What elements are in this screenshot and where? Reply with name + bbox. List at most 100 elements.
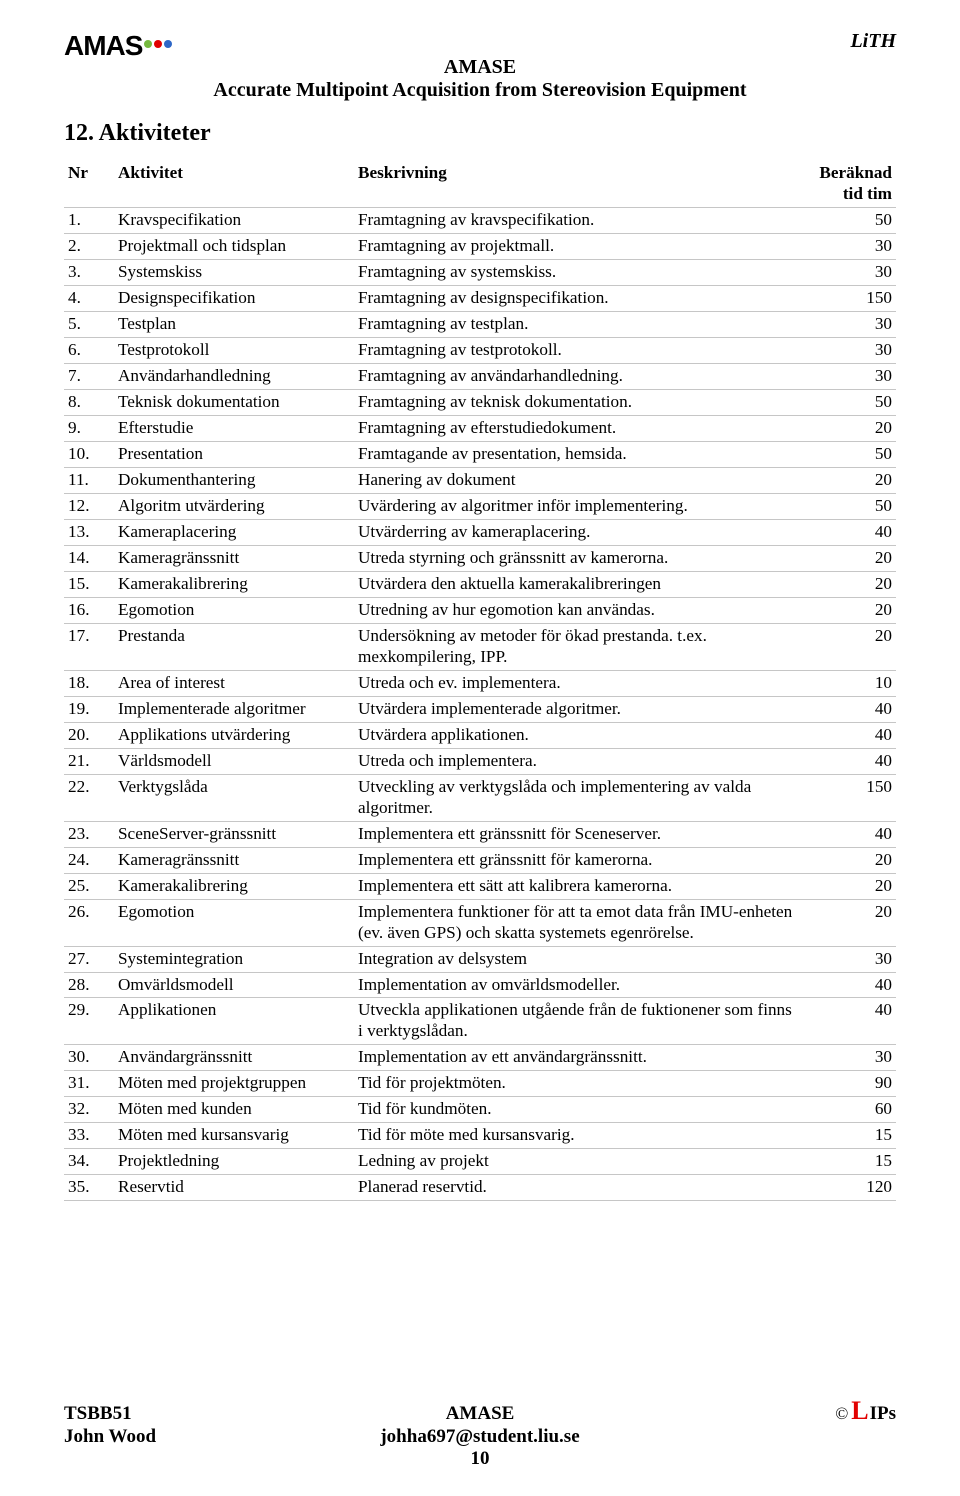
cell-activity: Egomotion — [114, 899, 354, 946]
cell-nr: 13. — [64, 519, 114, 545]
cell-activity: Implementerade algoritmer — [114, 696, 354, 722]
table-row: 27.SystemintegrationIntegration av delsy… — [64, 946, 896, 972]
lith-label: LiTH — [850, 30, 896, 53]
cell-time: 60 — [798, 1097, 896, 1123]
cell-activity: Kamerakalibrering — [114, 873, 354, 899]
cell-nr: 35. — [64, 1175, 114, 1201]
table-row: 18.Area of interestUtreda och ev. implem… — [64, 670, 896, 696]
cell-description: Framtagning av användarhandledning. — [354, 363, 798, 389]
cell-description: Utreda och implementera. — [354, 748, 798, 774]
cell-description: Framtagande av presentation, hemsida. — [354, 441, 798, 467]
cell-activity: Kameragränssnitt — [114, 847, 354, 873]
cell-description: Implementera ett sätt att kalibrera kame… — [354, 873, 798, 899]
section-heading: 12. Aktiviteter — [64, 120, 896, 147]
cell-time: 20 — [798, 873, 896, 899]
cell-activity: Omvärldsmodell — [114, 972, 354, 998]
table-row: 8.Teknisk dokumentationFramtagning av te… — [64, 389, 896, 415]
cell-description: Undersökning av metoder för ökad prestan… — [354, 623, 798, 670]
cell-nr: 6. — [64, 337, 114, 363]
cell-activity: Världsmodell — [114, 748, 354, 774]
cell-time: 50 — [798, 493, 896, 519]
cell-description: Ledning av projekt — [354, 1149, 798, 1175]
table-row: 26.EgomotionImplementera funktioner för … — [64, 899, 896, 946]
cell-time: 150 — [798, 774, 896, 821]
cell-activity: Kameragränssnitt — [114, 545, 354, 571]
cell-activity: Teknisk dokumentation — [114, 389, 354, 415]
cell-activity: Dokumenthantering — [114, 467, 354, 493]
page-number: 10 — [64, 1448, 896, 1470]
table-row: 11.DokumenthanteringHanering av dokument… — [64, 467, 896, 493]
table-row: 14.KameragränssnittUtreda styrning och g… — [64, 545, 896, 571]
cell-activity: Projektledning — [114, 1149, 354, 1175]
cell-nr: 7. — [64, 363, 114, 389]
cell-description: Utreda och ev. implementera. — [354, 670, 798, 696]
footer-row-1: TSBB51 AMASE © L IPs — [64, 1396, 896, 1426]
cell-nr: 26. — [64, 899, 114, 946]
footer-project: AMASE — [264, 1403, 696, 1425]
cell-time: 30 — [798, 337, 896, 363]
cell-nr: 12. — [64, 493, 114, 519]
cell-nr: 11. — [64, 467, 114, 493]
cell-time: 40 — [798, 748, 896, 774]
table-row: 29.ApplikationenUtveckla applikationen u… — [64, 998, 896, 1045]
cell-description: Implementera funktioner för att ta emot … — [354, 899, 798, 946]
cell-time: 20 — [798, 545, 896, 571]
table-row: 28.OmvärldsmodellImplementation av omvär… — [64, 972, 896, 998]
cell-time: 30 — [798, 259, 896, 285]
table-row: 17.PrestandaUndersökning av metoder för … — [64, 623, 896, 670]
cell-time: 10 — [798, 670, 896, 696]
cell-activity: Projektmall och tidsplan — [114, 233, 354, 259]
cell-nr: 19. — [64, 696, 114, 722]
copyright-icon: © — [835, 1404, 848, 1424]
cell-activity: Prestanda — [114, 623, 354, 670]
cell-activity: Möten med projektgruppen — [114, 1071, 354, 1097]
logo-dot-2-icon — [154, 40, 162, 48]
table-row: 6.TestprotokollFramtagning av testprotok… — [64, 337, 896, 363]
cell-nr: 23. — [64, 821, 114, 847]
cell-description: Utveckla applikationen utgående från de … — [354, 998, 798, 1045]
cell-time: 50 — [798, 207, 896, 233]
cell-time: 20 — [798, 899, 896, 946]
cell-description: Framtagning av efterstudiedokument. — [354, 415, 798, 441]
cell-description: Implementera ett gränssnitt för Sceneser… — [354, 821, 798, 847]
cell-description: Framtagning av testprotokoll. — [354, 337, 798, 363]
cell-nr: 28. — [64, 972, 114, 998]
cell-nr: 2. — [64, 233, 114, 259]
cell-nr: 18. — [64, 670, 114, 696]
logo-dot-1-icon — [144, 40, 152, 48]
table-row: 32.Möten med kundenTid för kundmöten.60 — [64, 1097, 896, 1123]
cell-activity: Presentation — [114, 441, 354, 467]
cell-description: Utredning av hur egomotion kan användas. — [354, 597, 798, 623]
cell-time: 40 — [798, 821, 896, 847]
cell-nr: 9. — [64, 415, 114, 441]
cell-nr: 15. — [64, 571, 114, 597]
table-row: 3.SystemskissFramtagning av systemskiss.… — [64, 259, 896, 285]
cell-description: Framtagning av designspecifikation. — [354, 285, 798, 311]
cell-description: Framtagning av systemskiss. — [354, 259, 798, 285]
table-row: 4.DesignspecifikationFramtagning av desi… — [64, 285, 896, 311]
cell-nr: 32. — [64, 1097, 114, 1123]
cell-activity: Kamerakalibrering — [114, 571, 354, 597]
cell-nr: 3. — [64, 259, 114, 285]
cell-activity: Systemskiss — [114, 259, 354, 285]
cell-description: Planerad reservtid. — [354, 1175, 798, 1201]
cell-activity: SceneServer-gränssnitt — [114, 821, 354, 847]
logo-amase: AMAS — [64, 30, 172, 62]
cell-nr: 34. — [64, 1149, 114, 1175]
col-header-time: Beräknad tid tim — [798, 161, 896, 207]
cell-nr: 33. — [64, 1123, 114, 1149]
cell-time: 30 — [798, 1045, 896, 1071]
cell-activity: Möten med kursansvarig — [114, 1123, 354, 1149]
cell-time: 40 — [798, 722, 896, 748]
cell-nr: 21. — [64, 748, 114, 774]
col-header-activity: Aktivitet — [114, 161, 354, 207]
cell-time: 15 — [798, 1149, 896, 1175]
cell-time: 20 — [798, 415, 896, 441]
cell-description: Framtagning av teknisk dokumentation. — [354, 389, 798, 415]
cell-nr: 8. — [64, 389, 114, 415]
cell-nr: 1. — [64, 207, 114, 233]
cell-nr: 17. — [64, 623, 114, 670]
cell-time: 40 — [798, 972, 896, 998]
cell-activity: Användargränssnitt — [114, 1045, 354, 1071]
cell-activity: Reservtid — [114, 1175, 354, 1201]
